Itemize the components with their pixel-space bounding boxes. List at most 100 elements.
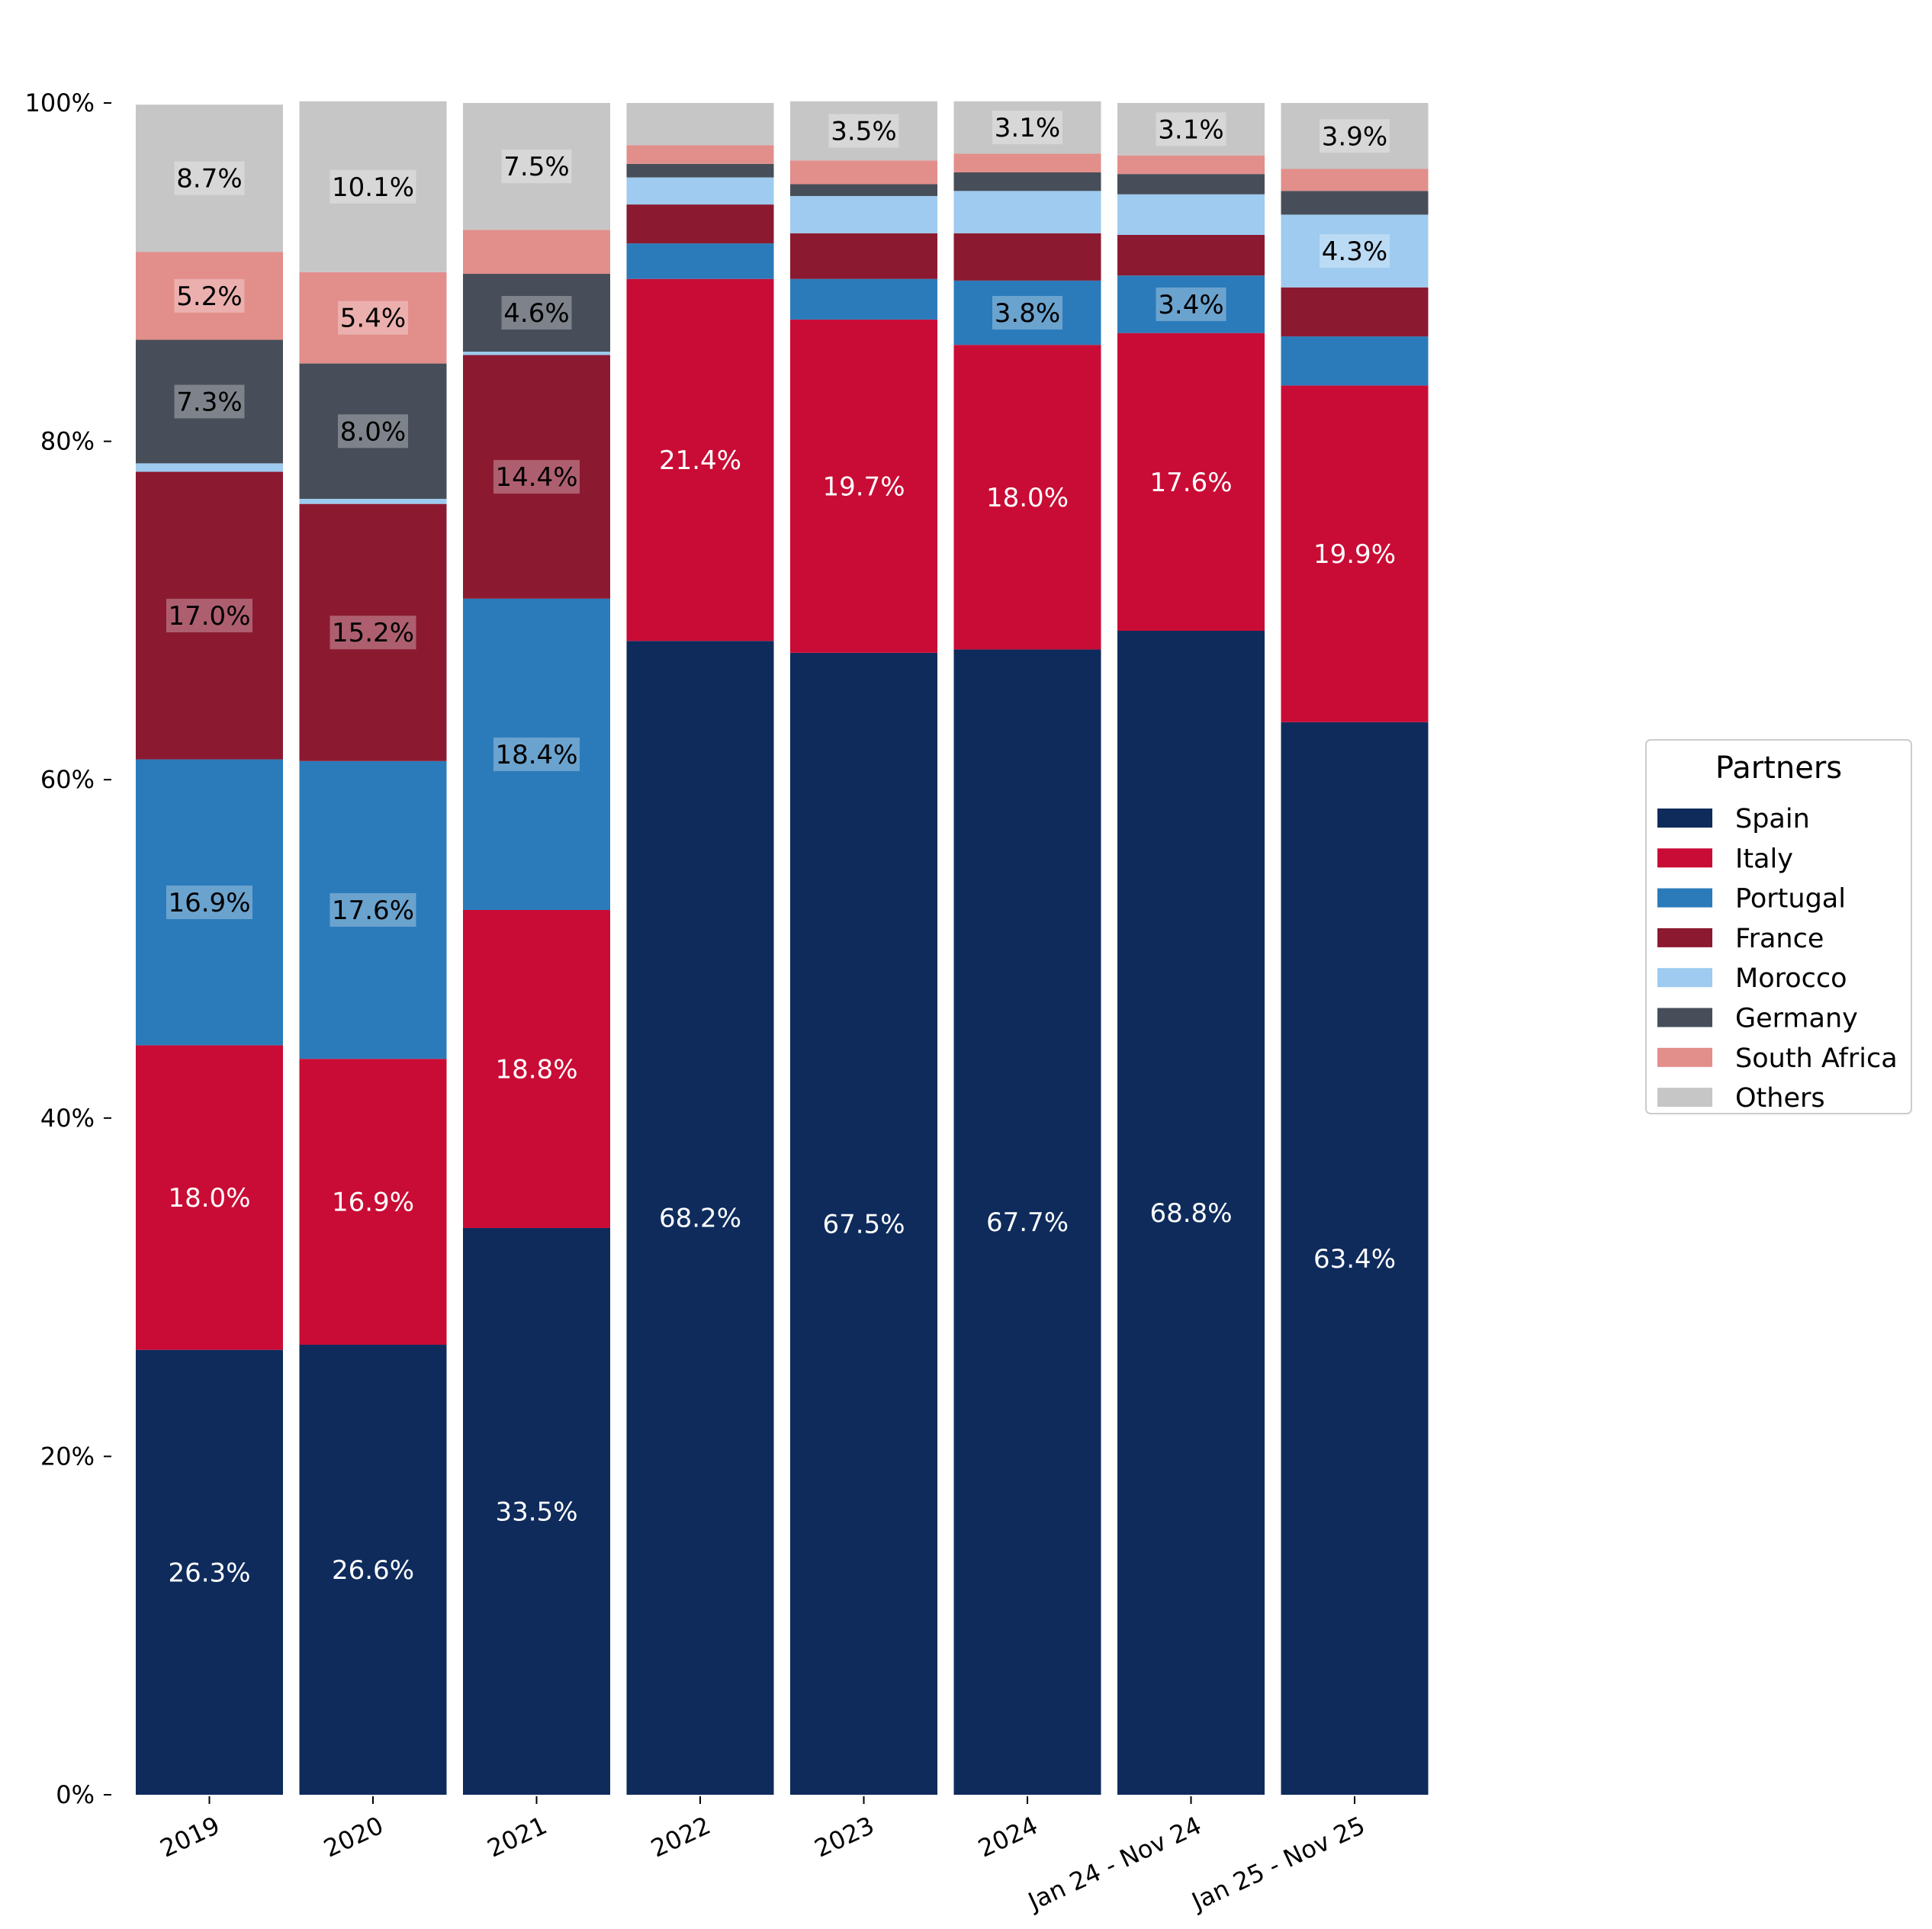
bar-segment-south-africa-jan-24-nov-24 [1117,155,1265,175]
bar-segment-spain-2022 [626,641,774,1795]
data-label-italy-jan-24-nov-24: 17.6% [1149,468,1232,498]
y-tick-label: 80% [40,427,95,456]
x-tick-label: Jan 25 - Nov 25 [1186,1811,1369,1917]
data-label-others-jan-24-nov-24: 3.1% [1158,114,1223,145]
data-label-portugal-2019: 16.9% [168,888,250,918]
bar-segment-south-africa-2022 [626,145,774,164]
data-label-italy-jan-25-nov-25: 19.9% [1313,539,1396,570]
bar-segment-spain-jan-25-nov-25 [1281,722,1429,1795]
data-label-bg [338,301,408,335]
data-label-spain-2023: 67.5% [822,1209,905,1239]
bar-segment-portugal-2019 [136,759,283,1046]
data-label-others-jan-25-nov-25: 3.9% [1322,121,1387,152]
bar-segment-italy-jan-24-nov-24 [1117,333,1265,632]
data-label-bg [166,886,252,920]
data-label-italy-2022: 21.4% [659,445,741,476]
bar-segment-germany-2022 [626,163,774,178]
bar-segment-others-2022 [626,103,774,146]
data-label-spain-jan-25-nov-25: 63.4% [1313,1244,1396,1275]
data-label-bg [174,278,245,313]
legend-swatch-portugal [1657,888,1712,908]
bar-segment-south-africa-2020 [299,272,447,364]
bar-segment-others-jan-25-nov-25 [1281,103,1429,169]
data-label-bg [174,161,245,195]
legend-label-italy: Italy [1735,844,1793,874]
bar-segment-germany-2020 [299,363,447,500]
data-label-bg [1156,112,1226,146]
x-tick-label: 2020 [320,1811,388,1863]
data-label-bg [330,616,416,650]
data-label-bg [1156,287,1226,321]
bar-segment-france-jan-25-nov-25 [1281,287,1429,337]
bar-segment-spain-2021 [463,1227,610,1795]
data-label-spain-2020: 26.6% [332,1555,414,1586]
data-label-spain-2022: 68.2% [659,1204,741,1234]
bar-segment-morocco-2022 [626,177,774,205]
data-label-france-2021: 14.4% [495,462,577,493]
bar-segment-germany-2024 [953,172,1101,191]
bar-segment-italy-2020 [299,1059,447,1345]
bar-segment-morocco-jan-24-nov-24 [1117,194,1265,236]
bar-segment-morocco-2020 [299,499,447,504]
legend-label-morocco: Morocco [1735,963,1847,994]
data-label-bg [992,111,1062,145]
legend: Partners Spain Italy Portugal France Morocco… [1645,739,1912,1114]
data-label-portugal-jan-24-nov-24: 3.4% [1158,290,1223,320]
data-label-bg [501,149,572,184]
legend-swatch-others [1657,1088,1712,1108]
x-tick-label: 2019 [156,1811,224,1863]
bar-segment-france-2021 [463,355,610,599]
data-label-italy-2021: 18.8% [495,1054,577,1085]
bar-segment-france-jan-24-nov-24 [1117,235,1265,276]
bar-segment-morocco-2019 [136,463,283,472]
legend-swatch-france [1657,928,1712,947]
data-label-bg [828,114,899,148]
bar-segment-germany-2023 [790,184,937,196]
y-tick-label: 60% [40,765,95,794]
bar-segment-spain-2019 [136,1349,283,1795]
data-label-spain-2019: 26.3% [168,1558,250,1588]
bar-segment-south-africa-2019 [136,252,283,340]
legend-label-france: France [1735,924,1824,954]
x-tick-label: 2021 [483,1811,551,1863]
data-label-portugal-2021: 18.4% [495,740,577,770]
legend-swatch-south-africa [1657,1047,1712,1067]
data-label-bg [330,892,416,927]
bar-segment-morocco-2023 [790,195,937,233]
bar-segment-others-jan-24-nov-24 [1117,103,1265,156]
data-label-others-2019: 8.7% [176,164,242,195]
data-label-south-africa-2020: 5.4% [340,304,406,334]
bar-segment-portugal-2021 [463,598,610,910]
bar-segment-portugal-jan-25-nov-25 [1281,336,1429,386]
data-labels: 26.3% 18.0% 16.9% 17.0% 7.3% 5.2% 8.7% 26.6% 16.… [166,111,1396,1588]
data-label-morocco-jan-25-nov-25: 4.3% [1322,236,1387,267]
y-tick-label: 40% [40,1104,95,1133]
data-label-spain-2021: 33.5% [495,1497,577,1527]
y-tick-label: 0% [56,1780,95,1809]
bar-segment-portugal-2022 [626,243,774,279]
y-tick-label: 20% [40,1442,95,1471]
data-label-bg [174,384,245,419]
legend-label-south-africa: South Africa [1735,1043,1898,1074]
bar-segment-south-africa-2021 [463,230,610,275]
data-label-germany-2021: 4.6% [503,298,569,329]
bar-segment-south-africa-jan-25-nov-25 [1281,169,1429,191]
data-label-france-2020: 15.2% [332,618,414,648]
bar-segment-portugal-2024 [953,280,1101,346]
bar-segment-spain-2023 [790,652,937,1795]
data-label-others-2021: 7.5% [503,152,569,182]
x-tick-label: 2022 [647,1811,715,1863]
bar-segment-italy-2021 [463,909,610,1228]
bar-segment-spain-2024 [953,649,1101,1795]
data-label-others-2020: 10.1% [332,172,414,203]
bar-segment-france-2019 [136,471,283,760]
bar-segment-portugal-2020 [299,760,447,1059]
legend-label-germany: Germany [1735,1004,1858,1034]
bar-segment-france-2023 [790,233,937,279]
legend-label-others: Others [1735,1083,1825,1114]
data-label-portugal-2020: 17.6% [332,895,414,926]
data-label-bg [338,414,408,448]
data-label-italy-2019: 18.0% [168,1183,250,1214]
bar-segment-south-africa-2024 [953,153,1101,172]
